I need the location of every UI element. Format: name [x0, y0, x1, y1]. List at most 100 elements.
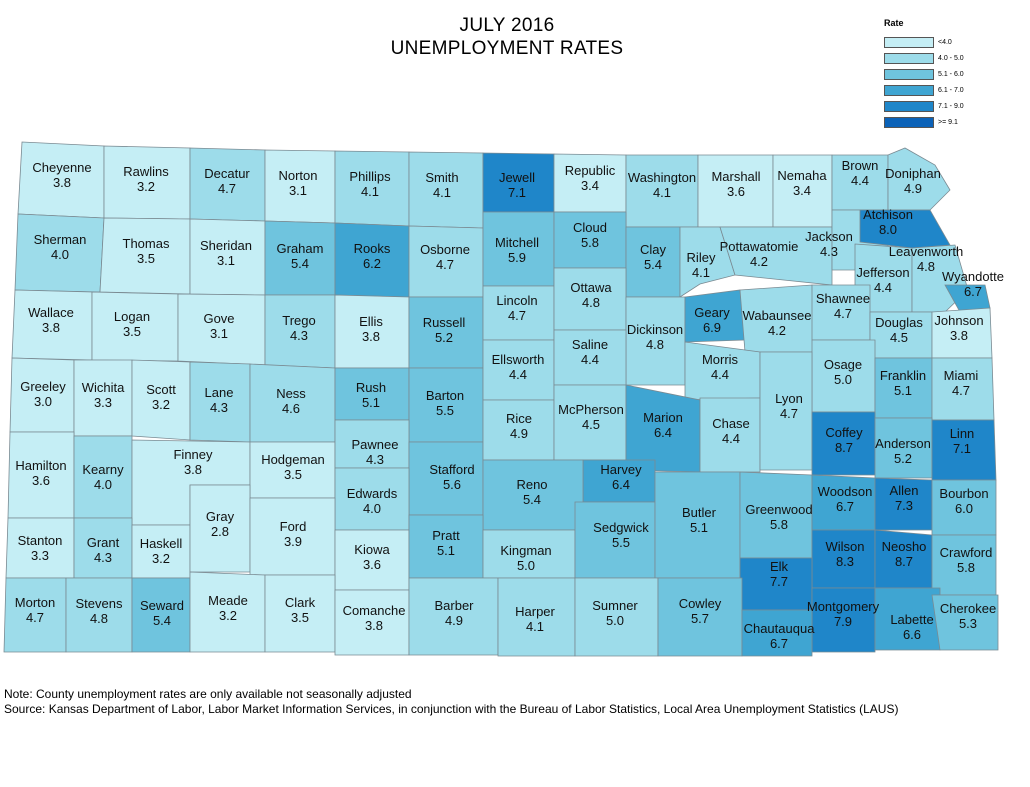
county-name-morton: Morton — [15, 595, 55, 610]
county-rate-anderson: 5.2 — [894, 451, 912, 466]
county-rate-stevens: 4.8 — [90, 611, 108, 626]
county-name-decatur: Decatur — [204, 166, 250, 181]
county-rate-morton: 4.7 — [26, 610, 44, 625]
county-name-douglas: Douglas — [875, 315, 923, 330]
county-name-ellis: Ellis — [359, 314, 383, 329]
county-name-stanton: Stanton — [18, 533, 63, 548]
county-rate-osborne: 4.7 — [436, 257, 454, 272]
county-rate-clark: 3.5 — [291, 610, 309, 625]
note-text: Note: County unemployment rates are only… — [4, 687, 412, 701]
county-rate-pottawatomie: 4.2 — [750, 254, 768, 269]
county-rate-smith: 4.1 — [433, 185, 451, 200]
county-name-pottawatomie: Pottawatomie — [720, 239, 799, 254]
legend-label: 7.1 - 9.0 — [938, 102, 964, 110]
county-rate-neosho: 8.7 — [895, 554, 913, 569]
county-rate-shawnee: 4.7 — [834, 306, 852, 321]
county-rate-wyandotte: 6.7 — [964, 284, 982, 299]
county-name-greeley: Greeley — [20, 379, 66, 394]
county-rate-jackson: 4.3 — [820, 244, 838, 259]
county-name-republic: Republic — [565, 163, 616, 178]
county-rate-wilson: 8.3 — [836, 554, 854, 569]
county-rate-pratt: 5.1 — [437, 543, 455, 558]
kansas-county-map: Cheyenne3.8Rawlins3.2Decatur4.7Norton3.1… — [3, 141, 1004, 657]
county-name-osage: Osage — [824, 357, 862, 372]
county-rate-haskell: 3.2 — [152, 551, 170, 566]
county-rate-phillips: 4.1 — [361, 184, 379, 199]
county-rate-nemaha: 3.4 — [793, 183, 811, 198]
county-name-morris: Morris — [702, 352, 739, 367]
county-rate-cheyenne: 3.8 — [53, 175, 71, 190]
county-name-wallace: Wallace — [28, 305, 74, 320]
county-riley — [679, 226, 736, 298]
county-rate-graham: 5.4 — [291, 256, 309, 271]
county-rate-lyon: 4.7 — [780, 406, 798, 421]
county-rate-woodson: 6.7 — [836, 499, 854, 514]
county-name-ottawa: Ottawa — [570, 280, 612, 295]
county-rate-edwards: 4.0 — [363, 501, 381, 516]
legend-swatch — [884, 100, 934, 112]
county-name-kingman: Kingman — [500, 543, 551, 558]
county-name-comanche: Comanche — [343, 603, 406, 618]
county-rate-harper: 4.1 — [526, 619, 544, 634]
county-rate-ford: 3.9 — [284, 534, 302, 549]
county-name-sheridan: Sheridan — [200, 238, 252, 253]
county-rate-butler: 5.1 — [690, 520, 708, 535]
county-name-harper: Harper — [515, 604, 555, 619]
county-rate-marion: 6.4 — [654, 425, 672, 440]
county-rate-cowley: 5.7 — [691, 611, 709, 626]
county-rate-geary: 6.9 — [703, 320, 721, 335]
source-text: Source: Kansas Department of Labor, Labo… — [4, 702, 899, 716]
county-rate-scott: 3.2 — [152, 397, 170, 412]
county-rate-chautauqua: 6.7 — [770, 636, 788, 651]
county-rate-thomas: 3.5 — [137, 251, 155, 266]
county-name-neosho: Neosho — [882, 539, 927, 554]
county-name-smith: Smith — [425, 170, 458, 185]
county-rate-harvey: 6.4 — [612, 477, 630, 492]
county-name-johnson: Johnson — [934, 313, 983, 328]
county-rate-lincoln: 4.7 — [508, 308, 526, 323]
county-rate-reno: 5.4 — [523, 492, 541, 507]
county-rate-wallace: 3.8 — [42, 320, 60, 335]
county-chautauqua — [741, 609, 813, 657]
county-rate-crawford: 5.8 — [957, 560, 975, 575]
county-rate-montgomery: 7.9 — [834, 614, 852, 629]
county-name-logan: Logan — [114, 309, 150, 324]
county-name-doniphan: Doniphan — [885, 166, 941, 181]
county-name-stafford: Stafford — [429, 462, 474, 477]
county-rate-sumner: 5.0 — [606, 613, 624, 628]
county-rate-comanche: 3.8 — [365, 618, 383, 633]
county-name-barber: Barber — [434, 598, 474, 613]
county-name-ford: Ford — [280, 519, 307, 534]
county-name-riley: Riley — [687, 250, 716, 265]
county-name-haskell: Haskell — [140, 536, 183, 551]
county-name-russell: Russell — [423, 315, 466, 330]
legend-item: <4.0 — [884, 34, 1024, 50]
legend-swatch — [884, 52, 934, 64]
county-rate-johnson: 3.8 — [950, 328, 968, 343]
legend-item: 7.1 - 9.0 — [884, 98, 1024, 114]
map-title: JULY 2016 UNEMPLOYMENT RATES — [300, 14, 714, 60]
county-rate-marshall: 3.6 — [727, 184, 745, 199]
county-rate-republic: 3.4 — [581, 178, 599, 193]
county-name-osborne: Osborne — [420, 242, 470, 257]
county-name-scott: Scott — [146, 382, 176, 397]
county-name-leavenworth: Leavenworth — [889, 244, 963, 259]
county-name-hodgeman: Hodgeman — [261, 452, 325, 467]
county-rate-kearny: 4.0 — [94, 477, 112, 492]
county-rate-ness: 4.6 — [282, 401, 300, 416]
county-rate-rawlins: 3.2 — [137, 179, 155, 194]
county-name-franklin: Franklin — [880, 368, 926, 383]
county-rate-barton: 5.5 — [436, 403, 454, 418]
county-name-wichita: Wichita — [82, 380, 125, 395]
county-name-jefferson: Jefferson — [856, 265, 909, 280]
county-rate-ottawa: 4.8 — [582, 295, 600, 310]
county-rate-trego: 4.3 — [290, 328, 308, 343]
county-name-shawnee: Shawnee — [816, 291, 870, 306]
county-name-cherokee: Cherokee — [940, 601, 996, 616]
county-name-gove: Gove — [203, 311, 234, 326]
county-name-greenwood: Greenwood — [745, 502, 812, 517]
county-name-dickinson: Dickinson — [627, 322, 683, 337]
county-rate-gove: 3.1 — [210, 326, 228, 341]
county-rate-decatur: 4.7 — [218, 181, 236, 196]
county-name-wyandotte: Wyandotte — [942, 269, 1004, 284]
